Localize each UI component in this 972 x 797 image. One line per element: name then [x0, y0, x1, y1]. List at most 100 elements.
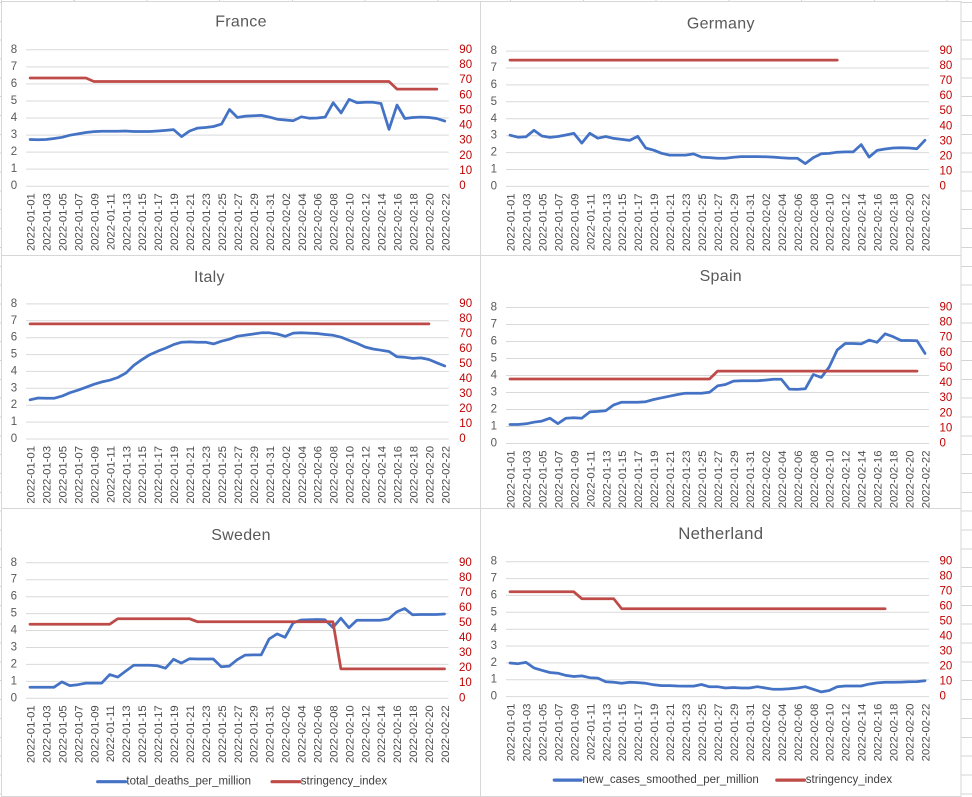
svg-text:new_cases_smoothed_per_million: new_cases_smoothed_per_million [582, 774, 758, 786]
svg-text:2022-02-06: 2022-02-06 [793, 451, 805, 509]
svg-text:0: 0 [940, 438, 946, 450]
svg-text:3: 3 [491, 640, 497, 652]
svg-text:30: 30 [940, 392, 953, 404]
svg-text:2022-02-12: 2022-02-12 [841, 704, 853, 762]
svg-text:30: 30 [940, 646, 953, 658]
svg-text:2022-02-02: 2022-02-02 [761, 451, 773, 509]
svg-text:0: 0 [11, 692, 17, 704]
svg-text:10: 10 [940, 165, 953, 177]
svg-text:1: 1 [491, 421, 497, 433]
svg-text:2022-01-15: 2022-01-15 [137, 446, 149, 504]
svg-text:40: 40 [940, 120, 953, 132]
svg-text:2022-01-05: 2022-01-05 [537, 451, 549, 509]
svg-text:40: 40 [940, 631, 953, 643]
svg-text:1: 1 [491, 164, 497, 176]
svg-text:5: 5 [491, 353, 497, 365]
svg-text:4: 4 [11, 365, 18, 377]
svg-text:2022-02-12: 2022-02-12 [841, 193, 853, 251]
svg-text:40: 40 [940, 377, 953, 389]
svg-text:2022-01-11: 2022-01-11 [585, 704, 597, 761]
svg-text:90: 90 [459, 44, 472, 56]
svg-text:80: 80 [459, 572, 472, 584]
svg-text:France: France [215, 14, 267, 31]
svg-text:2022-01-13: 2022-01-13 [601, 193, 613, 251]
svg-text:2022-01-17: 2022-01-17 [633, 451, 645, 509]
svg-text:2022-02-20: 2022-02-20 [905, 451, 917, 509]
svg-text:2022-01-21: 2022-01-21 [185, 446, 197, 504]
svg-text:2022-01-07: 2022-01-07 [553, 451, 565, 509]
svg-text:5: 5 [11, 95, 17, 107]
svg-text:2022-02-22: 2022-02-22 [440, 705, 452, 763]
svg-text:70: 70 [459, 74, 472, 86]
svg-text:2022-01-05: 2022-01-05 [57, 705, 69, 763]
svg-text:2022-01-27: 2022-01-27 [233, 193, 245, 251]
svg-text:2022-01-31: 2022-01-31 [265, 193, 277, 251]
svg-text:2022-02-12: 2022-02-12 [841, 451, 853, 509]
svg-text:6: 6 [11, 332, 17, 344]
svg-text:80: 80 [940, 571, 953, 583]
svg-text:2022-01-03: 2022-01-03 [42, 193, 54, 251]
svg-text:8: 8 [11, 557, 17, 569]
svg-text:10: 10 [940, 422, 953, 434]
svg-text:30: 30 [459, 135, 472, 147]
svg-text:1: 1 [11, 675, 17, 687]
svg-text:2022-02-04: 2022-02-04 [777, 193, 789, 251]
svg-text:80: 80 [940, 317, 953, 329]
svg-text:2022-01-25: 2022-01-25 [697, 193, 709, 251]
svg-text:2022-02-04: 2022-02-04 [297, 705, 309, 763]
svg-text:60: 60 [459, 343, 472, 355]
svg-text:2022-02-06: 2022-02-06 [313, 705, 325, 763]
svg-text:2022-01-01: 2022-01-01 [506, 451, 518, 509]
svg-text:3: 3 [11, 129, 17, 141]
svg-text:2022-01-17: 2022-01-17 [633, 193, 645, 251]
svg-text:2022-01-25: 2022-01-25 [217, 705, 229, 763]
svg-text:2022-01-09: 2022-01-09 [569, 704, 581, 762]
svg-text:2022-01-17: 2022-01-17 [633, 704, 645, 762]
svg-text:6: 6 [491, 589, 497, 601]
svg-text:50: 50 [940, 105, 953, 117]
svg-text:2022-01-15: 2022-01-15 [137, 705, 149, 763]
svg-text:2022-01-05: 2022-01-05 [58, 193, 70, 251]
svg-text:70: 70 [940, 332, 953, 344]
svg-text:2022-01-29: 2022-01-29 [729, 704, 741, 762]
svg-text:2022-01-31: 2022-01-31 [265, 705, 277, 763]
svg-text:2022-02-14: 2022-02-14 [857, 704, 869, 762]
svg-text:50: 50 [459, 104, 472, 116]
svg-text:4: 4 [491, 623, 498, 635]
svg-text:2022-01-01: 2022-01-01 [26, 705, 38, 763]
svg-text:2022-01-31: 2022-01-31 [265, 446, 277, 504]
svg-text:90: 90 [940, 45, 953, 57]
svg-text:50: 50 [940, 616, 953, 628]
svg-text:Germany: Germany [687, 16, 755, 33]
svg-text:2022-01-27: 2022-01-27 [713, 704, 725, 762]
svg-text:2022-01-29: 2022-01-29 [729, 193, 741, 251]
svg-text:2022-02-18: 2022-02-18 [889, 193, 901, 251]
svg-text:2022-02-16: 2022-02-16 [873, 193, 885, 251]
svg-text:2022-01-03: 2022-01-03 [41, 705, 53, 763]
svg-text:3: 3 [491, 387, 497, 399]
svg-text:2022-01-31: 2022-01-31 [745, 704, 757, 762]
svg-text:2022-02-20: 2022-02-20 [905, 193, 917, 251]
svg-text:2022-01-29: 2022-01-29 [729, 451, 741, 509]
svg-text:7: 7 [11, 315, 17, 327]
svg-text:3: 3 [491, 130, 497, 142]
svg-text:2022-01-15: 2022-01-15 [617, 193, 629, 251]
svg-text:2022-02-16: 2022-02-16 [873, 451, 885, 509]
svg-text:6: 6 [11, 591, 17, 603]
svg-text:8: 8 [11, 44, 17, 56]
svg-text:2022-01-19: 2022-01-19 [649, 451, 661, 509]
svg-text:total_deaths_per_million: total_deaths_per_million [126, 776, 251, 788]
svg-text:2: 2 [491, 404, 497, 416]
svg-text:2022-02-16: 2022-02-16 [393, 446, 405, 504]
svg-text:7: 7 [11, 61, 17, 73]
svg-text:2022-02-04: 2022-02-04 [297, 193, 309, 251]
svg-text:2022-01-17: 2022-01-17 [153, 193, 165, 251]
svg-text:10: 10 [459, 165, 472, 177]
svg-text:2022-01-27: 2022-01-27 [233, 446, 245, 504]
svg-text:2022-01-19: 2022-01-19 [649, 704, 661, 762]
svg-text:50: 50 [459, 358, 472, 370]
svg-text:2022-02-20: 2022-02-20 [424, 446, 436, 504]
svg-text:2022-01-11: 2022-01-11 [585, 451, 597, 508]
svg-text:20: 20 [459, 662, 472, 674]
svg-text:2022-01-25: 2022-01-25 [697, 704, 709, 762]
